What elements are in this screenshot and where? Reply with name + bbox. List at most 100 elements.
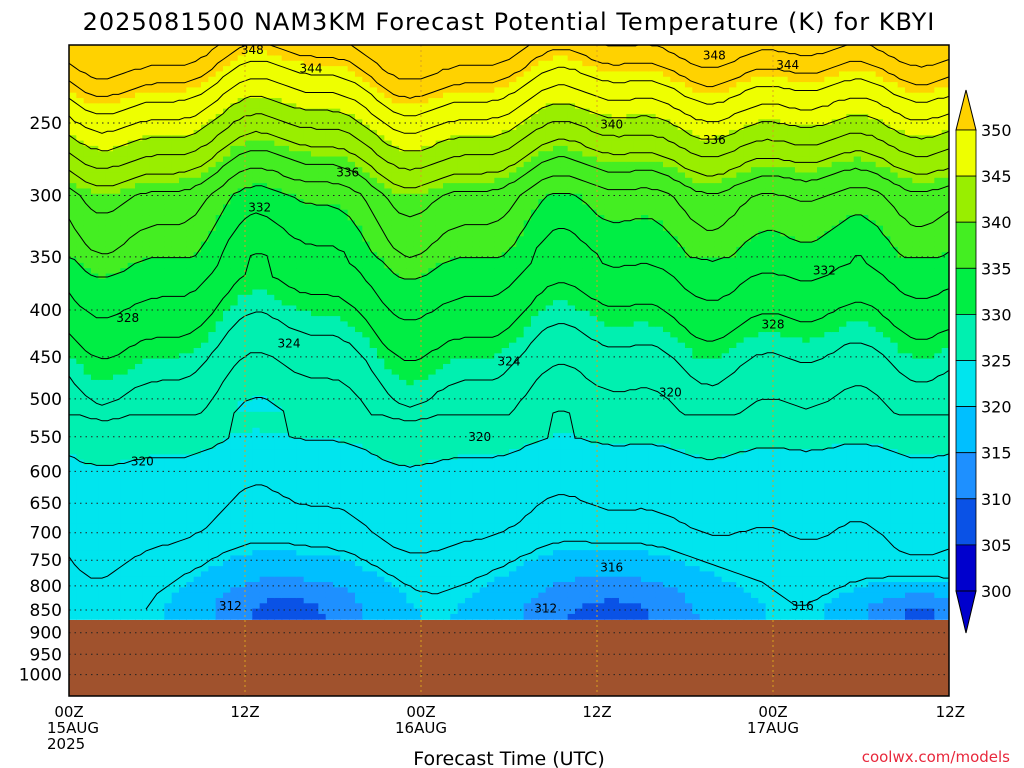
band-cell — [171, 560, 180, 567]
band-cell — [333, 92, 341, 99]
band-cell — [208, 528, 217, 535]
band-cell — [296, 379, 305, 386]
band-cell — [384, 401, 393, 408]
band-cell — [164, 417, 173, 424]
band-cell — [113, 401, 121, 408]
band-cell — [193, 199, 202, 205]
band-cell — [252, 534, 261, 541]
band-cell — [311, 491, 319, 498]
band-cell — [377, 587, 385, 594]
band-cell — [355, 241, 363, 248]
band-cell — [142, 108, 151, 115]
band-cell — [164, 555, 173, 562]
band-cell — [186, 385, 195, 392]
band-cell — [252, 98, 261, 104]
band-cell — [384, 135, 393, 142]
band-cell — [215, 449, 224, 455]
band-cell — [333, 353, 341, 360]
band-cell — [245, 321, 253, 328]
band-cell — [289, 592, 297, 599]
band-cell — [281, 518, 290, 525]
band-cell — [318, 353, 327, 360]
band-cell — [164, 257, 173, 264]
band-cell — [333, 342, 341, 349]
band-cell — [377, 103, 385, 110]
band-cell — [223, 395, 231, 402]
band-cell — [230, 465, 239, 471]
band-cell — [237, 66, 246, 73]
band-cell — [149, 438, 158, 445]
band-cell — [347, 411, 356, 418]
band-cell — [325, 369, 334, 376]
band-cell — [362, 225, 371, 232]
band-cell — [127, 140, 136, 147]
band-cell — [83, 449, 92, 455]
band-cell — [201, 129, 209, 136]
band-cell — [296, 209, 305, 216]
band-cell — [303, 103, 312, 110]
band-cell — [289, 555, 297, 562]
band-cell — [179, 571, 187, 578]
band-cell — [259, 571, 268, 578]
band-cell — [237, 475, 246, 482]
band-cell — [340, 300, 349, 307]
band-cell — [391, 161, 400, 168]
band-cell — [127, 406, 136, 413]
band-cell — [83, 92, 92, 99]
band-cell — [340, 459, 349, 466]
band-cell — [362, 300, 371, 307]
band-cell — [127, 45, 136, 51]
band-cell — [274, 119, 283, 126]
band-cell — [245, 151, 253, 158]
band-cell — [369, 167, 378, 174]
band-cell — [127, 603, 136, 610]
band-cell — [120, 305, 129, 312]
band-cell — [157, 470, 165, 477]
band-cell — [296, 204, 305, 211]
band-cell — [105, 177, 114, 184]
band-cell — [237, 337, 246, 344]
band-cell — [83, 363, 92, 370]
band-cell — [83, 427, 92, 434]
band-cell — [296, 268, 305, 275]
band-cell — [127, 592, 136, 599]
band-cell — [296, 523, 305, 530]
band-cell — [105, 496, 114, 503]
band-cell — [274, 103, 283, 110]
band-cell — [369, 459, 378, 466]
band-cell — [362, 528, 371, 535]
band-cell — [274, 236, 283, 243]
band-cell — [171, 332, 180, 338]
band-cell — [230, 204, 239, 211]
band-cell — [171, 496, 180, 503]
band-cell — [98, 544, 107, 551]
band-cell — [281, 278, 290, 285]
band-cell — [237, 566, 246, 572]
band-cell — [377, 603, 385, 610]
band-cell — [318, 119, 327, 126]
band-cell — [347, 193, 356, 200]
band-cell — [391, 406, 400, 413]
band-cell — [149, 417, 158, 424]
band-cell — [289, 475, 297, 482]
band-cell — [171, 113, 180, 120]
band-cell — [369, 427, 378, 434]
band-cell — [120, 172, 129, 179]
band-cell — [193, 230, 202, 237]
band-cell — [120, 363, 129, 370]
band-cell — [267, 183, 275, 190]
band-cell — [179, 502, 187, 509]
band-cell — [245, 209, 253, 216]
band-cell — [303, 45, 312, 51]
band-cell — [281, 268, 290, 275]
band-cell — [76, 358, 85, 365]
band-cell — [208, 480, 217, 487]
band-cell — [259, 119, 268, 126]
band-cell — [91, 326, 99, 333]
band-cell — [355, 199, 363, 205]
band-cell — [171, 82, 180, 88]
band-cell — [105, 257, 114, 264]
band-cell — [223, 332, 231, 338]
band-cell — [113, 167, 121, 174]
band-cell — [355, 236, 363, 243]
